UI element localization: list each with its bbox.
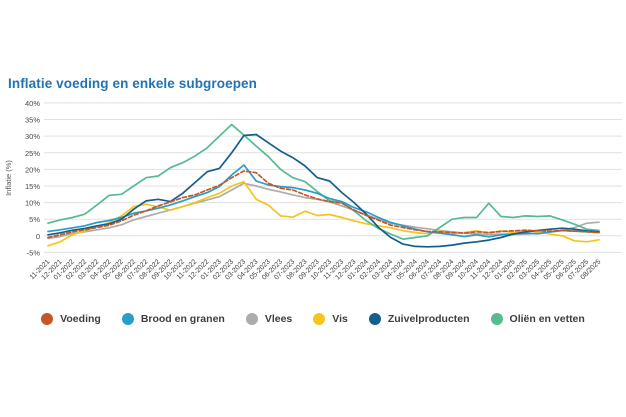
y-tick-label: 5% <box>29 215 40 224</box>
legend-swatch-icon <box>368 313 381 325</box>
y-tick-label: 15% <box>25 182 40 191</box>
series-line-voeding <box>47 170 600 239</box>
y-axis-tick-labels: 40% 35% 30% 25% 20% 15% 10% 5% 0 -5% <box>25 99 40 257</box>
y-tick-label: 0 <box>36 232 40 241</box>
y-axis-title-text: Inflatie (%) <box>4 160 13 196</box>
legend-swatch-icon <box>121 313 134 325</box>
legend-label: Brood en granen <box>140 313 225 325</box>
legend-item-oli-n-en-vetten[interactable]: Oliën en vetten <box>490 313 585 325</box>
y-tick-label: 20% <box>25 165 40 174</box>
y-tick-label: -5% <box>27 248 41 257</box>
y-axis-title: Inflatie (%) <box>4 160 13 196</box>
series-line-zuivelproducten <box>47 133 600 248</box>
gridlines <box>44 102 622 253</box>
x-axis-tick-labels: 11-202112-202101-202202-202203-202204-20… <box>29 258 603 281</box>
legend-item-vlees[interactable]: Vlees <box>245 313 293 325</box>
legend-item-voeding[interactable]: Voeding <box>41 313 101 325</box>
legend-label: Oliën en vetten <box>509 313 585 325</box>
y-tick-label: 10% <box>25 199 40 208</box>
line-chart: 40% 35% 30% 25% 20% 15% 10% 5% 0 -5% Inflatie (%)… <box>4 99 622 282</box>
legend-label: Zuivelproducten <box>387 313 470 325</box>
legend-swatch-icon <box>245 313 258 325</box>
y-tick-label: 40% <box>25 99 40 108</box>
legend-label: Vis <box>332 313 348 325</box>
y-tick-label: 25% <box>25 149 40 158</box>
legend-swatch-icon <box>313 313 326 325</box>
chart-title: Inflatie voeding en enkele subgroepen <box>8 76 258 91</box>
legend-swatch-icon <box>41 313 54 325</box>
data-series-lines <box>47 123 600 248</box>
legend-item-vis[interactable]: Vis <box>313 313 348 325</box>
chart-legend: Voeding Brood en granen Vlees Vis Zuivelprod… <box>0 313 626 325</box>
legend-item-zuivelproducten[interactable]: Zuivelproducten <box>368 313 470 325</box>
legend-label: Voeding <box>60 313 101 325</box>
legend-item-brood-en-granen[interactable]: Brood en granen <box>121 313 225 325</box>
legend-swatch-icon <box>490 313 503 325</box>
y-tick-label: 35% <box>25 116 40 125</box>
y-tick-label: 30% <box>25 132 40 141</box>
legend-label: Vlees <box>264 313 293 325</box>
series-line-brood-en-granen <box>47 164 600 238</box>
